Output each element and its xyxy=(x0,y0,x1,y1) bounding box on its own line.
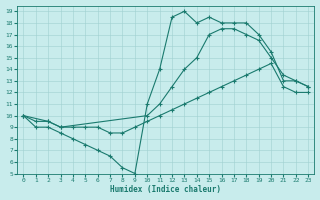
X-axis label: Humidex (Indice chaleur): Humidex (Indice chaleur) xyxy=(110,185,221,194)
